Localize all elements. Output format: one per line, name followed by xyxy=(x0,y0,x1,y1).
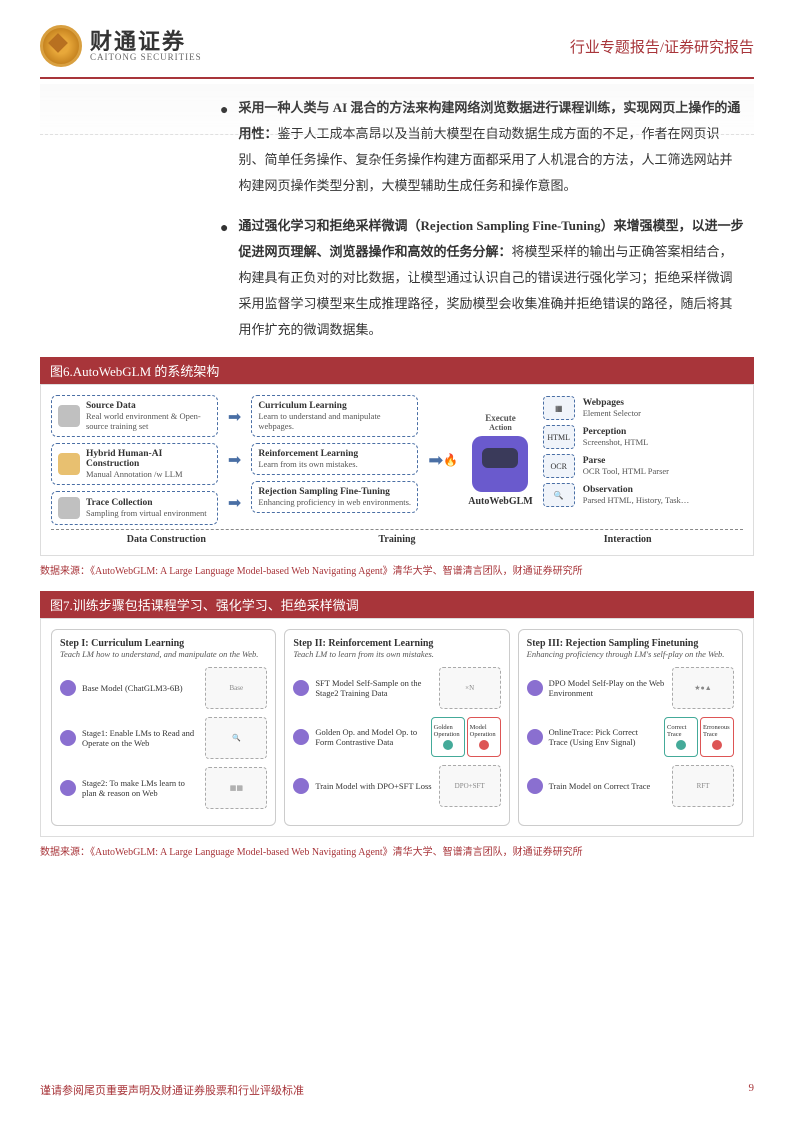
fig6-diagram: Source DataReal world environment & Open… xyxy=(40,384,754,556)
header-category: 行业专题报告/证券研究报告 xyxy=(570,36,754,57)
trace-icon xyxy=(58,497,80,519)
database-icon xyxy=(58,405,80,427)
vis-box: ▦▦ xyxy=(205,767,267,809)
row-text: OnlineTrace: Pick Correct Trace (Using E… xyxy=(549,727,658,747)
split-vis: Golden OperationModel Operation xyxy=(431,717,501,757)
row-text: Base Model (ChatGLM3-6B) xyxy=(82,683,199,693)
row-text: Golden Op. and Model Op. to Form Contras… xyxy=(315,727,424,747)
fig7-step-1: Step I: Curriculum LearningTeach LM how … xyxy=(51,629,276,826)
fig6-source: 数据来源：《AutoWebGLM: A Large Language Model… xyxy=(40,562,754,577)
robot-small-icon xyxy=(60,730,76,746)
vis-box: DPO+SFT xyxy=(439,765,501,807)
step-row: OnlineTrace: Pick Correct Trace (Using E… xyxy=(527,717,734,757)
error-box: Model Operation xyxy=(467,717,501,757)
row-text: Train Model with DPO+SFT Loss xyxy=(315,781,432,791)
step-row: Stage1: Enable LMs to Read and Operate o… xyxy=(60,717,267,759)
fig6-parse: OCR ParseOCR Tool, HTML Parser xyxy=(543,453,743,479)
ocr-icon: OCR xyxy=(543,454,575,478)
webpage-icon: ▦ xyxy=(543,396,575,420)
row-text: Stage1: Enable LMs to Read and Operate o… xyxy=(82,728,199,748)
row-text: DPO Model Self-Play on the Web Environme… xyxy=(549,678,666,698)
robot-small-icon xyxy=(293,680,309,696)
bullet-dot-icon: ● xyxy=(220,215,228,343)
fig6-source-data: Source DataReal world environment & Open… xyxy=(51,395,218,437)
logo-icon xyxy=(40,25,82,67)
robot-small-icon xyxy=(60,680,76,696)
header-bg-image xyxy=(40,84,754,135)
html-icon: HTML xyxy=(543,425,575,449)
robot-icon xyxy=(472,436,528,492)
worker-icon xyxy=(58,453,80,475)
cross-icon xyxy=(712,740,722,750)
step-row: SFT Model Self-Sample on the Stage2 Trai… xyxy=(293,667,500,709)
check-icon xyxy=(443,740,453,750)
search-icon: 🔍 xyxy=(543,483,575,507)
step-subtitle: Teach LM to learn from its own mistakes. xyxy=(293,649,500,659)
step-title: Step III: Rejection Sampling Finetuning xyxy=(527,638,734,649)
fig6-perception: HTML PerceptionScreenshot, HTML xyxy=(543,424,743,450)
correct-box: Golden Operation xyxy=(431,717,465,757)
page-header: 财通证券 CAITONG SECURITIES 行业专题报告/证券研究报告 xyxy=(0,0,794,77)
fig7-step-3: Step III: Rejection Sampling FinetuningE… xyxy=(518,629,743,826)
footer-disclaimer: 谨请参阅尾页重要声明及财通证券股票和行业评级标准 xyxy=(40,1082,304,1098)
vis-box: 🔍 xyxy=(205,717,267,759)
row-text: Stage2: To make LMs learn to plan & reas… xyxy=(82,778,199,798)
step-row: DPO Model Self-Play on the Web Environme… xyxy=(527,667,734,709)
fig6-center-name: AutoWebGLM xyxy=(468,496,532,507)
arrow-col-1: ➡➡➡ xyxy=(228,395,241,525)
fig7-diagram: Step I: Curriculum LearningTeach LM how … xyxy=(40,618,754,837)
robot-small-icon xyxy=(527,778,543,794)
fig6-hybrid: Hybrid Human-AI ConstructionManual Annot… xyxy=(51,443,218,485)
fig6-trace: Trace CollectionSampling from virtual en… xyxy=(51,491,218,525)
fig7-title: 图7.训练步骤包括课程学习、强化学习、拒绝采样微调 xyxy=(40,591,754,618)
fig6-curriculum: Curriculum LearningLearn to understand a… xyxy=(251,395,418,437)
fig7-step-2: Step II: Reinforcement LearningTeach LM … xyxy=(284,629,509,826)
logo-en: CAITONG SECURITIES xyxy=(90,53,202,62)
fig6-robot-block: Execute Action AutoWebGLM xyxy=(468,395,532,525)
check-icon xyxy=(676,740,686,750)
step-subtitle: Teach LM how to understand, and manipula… xyxy=(60,649,267,659)
robot-small-icon xyxy=(527,729,543,745)
fig6-rl: Reinforcement LearningLearn from its own… xyxy=(251,443,418,475)
error-box: Erroneous Trace xyxy=(700,717,734,757)
fig6-observation: 🔍 ObservationParsed HTML, History, Task… xyxy=(543,482,743,508)
fig7-source: 数据来源：《AutoWebGLM: A Large Language Model… xyxy=(40,843,754,858)
step-title: Step I: Curriculum Learning xyxy=(60,638,267,649)
fig6-section-labels: Data Construction Training Interaction xyxy=(51,529,743,545)
step-row: Train Model on Correct Trace RFT xyxy=(527,765,734,807)
step-subtitle: Enhancing proficiency through LM's self-… xyxy=(527,649,734,659)
cross-icon xyxy=(479,740,489,750)
robot-small-icon xyxy=(527,680,543,696)
step-row: Stage2: To make LMs learn to plan & reas… xyxy=(60,767,267,809)
bullet-2: ● 通过强化学习和拒绝采样微调（Rejection Sampling Fine-… xyxy=(220,213,744,343)
robot-small-icon xyxy=(293,778,309,794)
vis-box: ×N xyxy=(439,667,501,709)
correct-box: Correct Trace xyxy=(664,717,698,757)
row-text: SFT Model Self-Sample on the Stage2 Trai… xyxy=(315,678,432,698)
robot-small-icon xyxy=(293,729,309,745)
bullet-1-text: 鉴于人工成本高昂以及当前大模型在自动数据生成方面的不足，作者在网页识别、简单任务… xyxy=(238,126,732,193)
fig6-webpages: ▦ WebpagesElement Selector xyxy=(543,395,743,421)
step-row: Base Model (ChatGLM3-6B) Base xyxy=(60,667,267,709)
row-text: Train Model on Correct Trace xyxy=(549,781,666,791)
split-vis: Correct TraceErroneous Trace xyxy=(664,717,734,757)
fig6-title: 图6.AutoWebGLM 的系统架构 xyxy=(40,357,754,384)
fig6-rsft: Rejection Sampling Fine-TuningEnhancing … xyxy=(251,481,418,513)
header-divider xyxy=(40,77,754,79)
logo-block: 财通证券 CAITONG SECURITIES xyxy=(40,25,202,67)
step-row: Train Model with DPO+SFT Loss DPO+SFT xyxy=(293,765,500,807)
robot-small-icon xyxy=(60,780,76,796)
page-footer: 谨请参阅尾页重要声明及财通证券股票和行业评级标准 9 xyxy=(40,1082,754,1098)
vis-box: ★●▲ xyxy=(672,667,734,709)
step-row: Golden Op. and Model Op. to Form Contras… xyxy=(293,717,500,757)
vis-box: Base xyxy=(205,667,267,709)
logo-cn: 财通证券 xyxy=(90,31,202,53)
arrow-right-icon: ➡🔥 xyxy=(428,395,458,525)
page-number: 9 xyxy=(749,1082,755,1098)
step-title: Step II: Reinforcement Learning xyxy=(293,638,500,649)
vis-box: RFT xyxy=(672,765,734,807)
